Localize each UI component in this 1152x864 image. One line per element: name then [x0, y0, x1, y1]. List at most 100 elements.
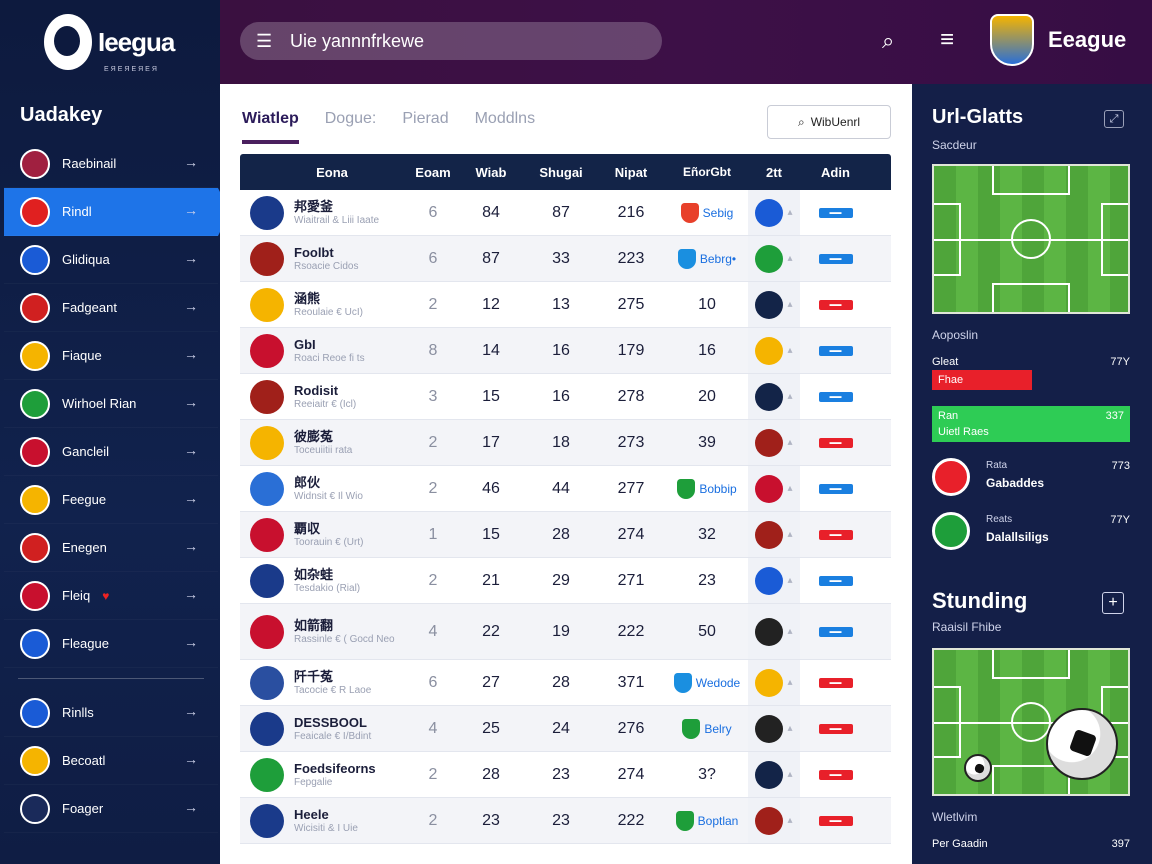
- action-cell[interactable]: ▬▬: [800, 723, 871, 734]
- status-badge[interactable]: ▬▬: [818, 345, 853, 356]
- sidebar-item[interactable]: Raebinail →: [4, 140, 218, 188]
- status-badge[interactable]: ▬▬: [818, 483, 853, 494]
- team-subtitle: Rassinle € ( Gocd Neo: [294, 633, 395, 645]
- tab[interactable]: Pierad: [402, 110, 449, 127]
- expand-icon[interactable]: ⤢: [1104, 110, 1124, 128]
- action-cell[interactable]: ▬▬: [800, 769, 871, 780]
- sidebar-item[interactable]: Fadgeant →: [4, 284, 218, 332]
- sidebar-item[interactable]: Rindl →: [4, 188, 230, 236]
- sidebar-item[interactable]: Gancleil →: [4, 428, 218, 476]
- team-card[interactable]: Rata Gabaddes 773: [932, 458, 1130, 498]
- action-cell[interactable]: ▬▬: [800, 815, 871, 826]
- brand-title: Eeague: [1048, 27, 1127, 52]
- action-cell[interactable]: ▬▬: [800, 483, 871, 494]
- table-row[interactable]: 郎伙 Widnsit € Il Wio 2 46 44 277 Bobbip ▴ ▬▬: [240, 466, 891, 512]
- marker-icon: ▴: [787, 677, 793, 688]
- team-info: 如杂蛙 Tesdakio (Rial): [294, 567, 360, 595]
- sidebar-item[interactable]: Foager →: [4, 785, 218, 833]
- column-header[interactable]: Wiab: [475, 164, 507, 180]
- cell-value: 6: [428, 673, 438, 691]
- hamburger-menu-icon[interactable]: ≡: [940, 26, 955, 53]
- sidebar-item[interactable]: Fleiq ♥ →: [4, 572, 218, 620]
- sidebar-item[interactable]: Wirhoel Rian →: [4, 380, 218, 428]
- league-logo[interactable]: Ieegua ЕЯЕЯЕЯЕЯ: [44, 14, 175, 73]
- table-row[interactable]: DESSBOOL Feaicale € I/Bdint 4 25 24 276 Belry ▴…: [240, 706, 891, 752]
- table-row[interactable]: 如箭翻 Rassinle € ( Gocd Neo 4 22 19 222 50 ▴ ▬▬: [240, 604, 891, 660]
- column-header[interactable]: Shugai: [539, 164, 583, 180]
- filter-button[interactable]: ⌕ WibUenrl: [767, 105, 891, 139]
- column-header[interactable]: 2tt: [766, 164, 782, 180]
- team-cell: 邦愛釜 Wiaitrail & Liii Iaate: [240, 195, 410, 230]
- table-row[interactable]: Rodisit Reeiaitr € (Icl) 3 15 16 278 20 ▴ ▬▬: [240, 374, 891, 420]
- action-cell[interactable]: ▬▬: [800, 529, 871, 540]
- table-row[interactable]: Heele Wicisiti & I Uie 2 23 23 222 Boptlan ▴ ▬▬: [240, 798, 891, 844]
- column-header[interactable]: Adin: [821, 164, 850, 180]
- team-card[interactable]: Reats Dalallsiligs 77Y: [932, 512, 1130, 552]
- green-stat-label: Ran: [938, 410, 959, 422]
- status-badge[interactable]: ▬▬: [818, 677, 853, 688]
- status-badge[interactable]: ▬▬: [818, 769, 853, 780]
- search-icon[interactable]: ⌕: [882, 28, 895, 53]
- status-badge[interactable]: ▬▬: [818, 723, 853, 734]
- table-row[interactable]: Foolbt Rsoacie Cidos 6 87 33 223 Bebrg• ▴ ▬▬: [240, 236, 891, 282]
- action-cell[interactable]: ▬▬: [800, 207, 871, 218]
- table-row[interactable]: 覇収 Toorauin € (Urt) 1 15 28 274 32 ▴ ▬▬: [240, 512, 891, 558]
- action-cell[interactable]: ▬▬: [800, 391, 871, 402]
- sidebar-item[interactable]: Rinlls →: [4, 689, 218, 737]
- status-badge[interactable]: ▬▬: [818, 815, 853, 826]
- search-input[interactable]: Uie yannnfrkewe: [290, 30, 425, 51]
- column-header[interactable]: Eoam: [415, 164, 451, 180]
- table-row[interactable]: GbI Roaci Reoe fi ts 8 14 16 179 16 ▴ ▬▬: [240, 328, 891, 374]
- sidebar-item[interactable]: Fiaque →: [4, 332, 218, 380]
- cell-value: 19: [552, 622, 570, 640]
- brand[interactable]: Eeague: [990, 14, 1126, 66]
- search-bar[interactable]: ☰ Uie yannnfrkewe: [240, 22, 662, 60]
- status-badge[interactable]: ▬▬: [818, 207, 853, 218]
- action-cell[interactable]: ▬▬: [800, 345, 871, 356]
- status-badge[interactable]: ▬▬: [818, 529, 853, 540]
- status-badge[interactable]: ▬▬: [818, 575, 853, 586]
- sidebar-item[interactable]: Glidiqua →: [4, 236, 218, 284]
- table-row[interactable]: 邦愛釜 Wiaitrail & Liii Iaate 6 84 87 216 Sebig ▴ ▬…: [240, 190, 891, 236]
- add-icon[interactable]: +: [1102, 592, 1124, 614]
- action-cell[interactable]: ▬▬: [800, 437, 871, 448]
- action-cell[interactable]: ▬▬: [800, 575, 871, 586]
- emblem-cell: ▴: [748, 660, 800, 705]
- team-subtitle: Widnsit € Il Wio: [294, 490, 363, 502]
- action-cell[interactable]: ▬▬: [800, 677, 871, 688]
- column-header[interactable]: EñorGbt: [683, 165, 731, 179]
- status-badge[interactable]: ▬▬: [818, 437, 853, 448]
- cell-value: 4: [428, 719, 438, 737]
- action-cell[interactable]: ▬▬: [800, 299, 871, 310]
- cell-value: 50: [698, 622, 716, 640]
- table-row[interactable]: Foedsifeorns Fepgalie 2 28 23 274 3? ▴ ▬▬: [240, 752, 891, 798]
- club-badge-icon: [20, 793, 50, 824]
- team-name: 如杂蛙: [294, 566, 334, 582]
- cell-value: 10: [698, 295, 716, 313]
- status-badge[interactable]: ▬▬: [818, 253, 853, 264]
- sidebar-item[interactable]: Feegue →: [4, 476, 218, 524]
- table-row[interactable]: 如杂蛙 Tesdakio (Rial) 2 21 29 271 23 ▴ ▬▬: [240, 558, 891, 604]
- action-cell[interactable]: ▬▬: [800, 626, 871, 637]
- column-header[interactable]: Eona: [316, 164, 348, 180]
- tab[interactable]: Dogue:: [324, 110, 377, 127]
- sidebar-item[interactable]: Becoatl →: [4, 737, 218, 785]
- table-row[interactable]: 涵熊 Reoulaie € UcI) 2 12 13 275 10 ▴ ▬▬: [240, 282, 891, 328]
- team-subtitle: Toceuiitii rata: [294, 444, 353, 456]
- marker-icon: ▴: [787, 769, 793, 780]
- tab[interactable]: Moddlns: [474, 110, 536, 127]
- team-cell: DESSBOOL Feaicale € I/Bdint: [240, 711, 410, 746]
- cell-value: 2: [428, 765, 438, 783]
- column-header[interactable]: Nipat: [614, 164, 648, 180]
- status-badge[interactable]: ▬▬: [818, 391, 853, 402]
- table-row[interactable]: 彼膨菟 Toceuiitii rata 2 17 18 273 39 ▴ ▬▬: [240, 420, 891, 466]
- status-badge[interactable]: ▬▬: [818, 626, 853, 637]
- cell-value: 3: [428, 387, 438, 405]
- action-cell[interactable]: ▬▬: [800, 253, 871, 264]
- sidebar-item[interactable]: Fleague →: [4, 620, 218, 668]
- table-row[interactable]: 阡千菟 Tacocie € R Laoe 6 27 28 371 Wedode ▴ ▬▬: [240, 660, 891, 706]
- sidebar-item[interactable]: Enegen →: [4, 524, 218, 572]
- cell-value: 2: [428, 479, 438, 497]
- status-badge[interactable]: ▬▬: [818, 299, 853, 310]
- tab[interactable]: Wiatlep: [242, 110, 299, 144]
